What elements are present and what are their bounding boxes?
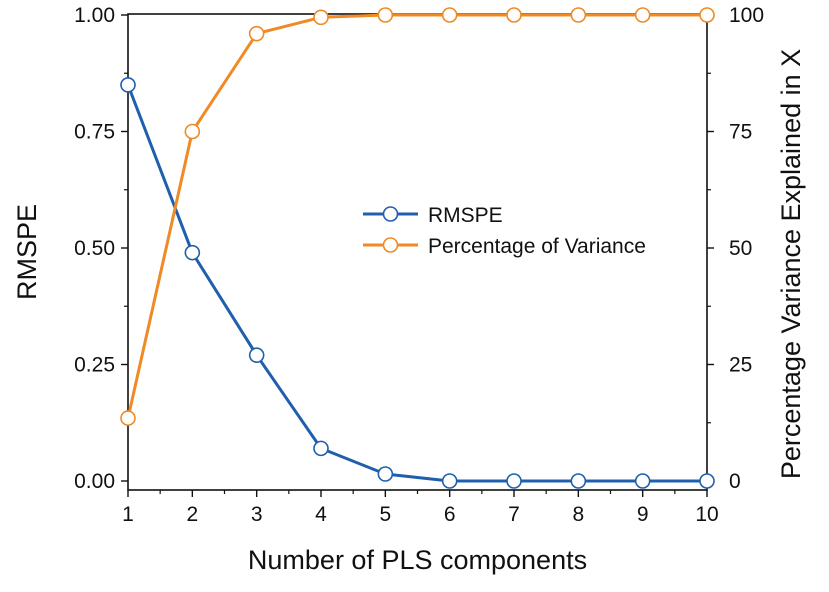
y2-tick-label: 25: [729, 354, 752, 377]
data-point-rmspe: [248, 347, 265, 363]
legend-marker-percentage-of-variance: [382, 237, 399, 253]
x-tick-label: 6: [444, 503, 456, 526]
series-line-percentage-of-variance: [126, 13, 707, 419]
data-point-rmspe: [506, 473, 522, 489]
x-tick-label: 10: [695, 503, 718, 526]
x-tick-label: 7: [508, 503, 520, 526]
data-point-percentage-of-variance: [506, 7, 522, 23]
y-tick-label: 0.25: [74, 354, 115, 377]
data-point-rmspe: [120, 77, 136, 93]
data-point-rmspe: [441, 473, 458, 489]
x-tick-label: 9: [637, 503, 649, 526]
data-point-percentage-of-variance: [184, 123, 201, 140]
y-axis-title: RMSPE: [12, 204, 42, 300]
y-tick-label: 0.75: [74, 121, 115, 144]
data-point-percentage-of-variance: [120, 410, 136, 426]
x-tick-label: 8: [572, 503, 584, 526]
series-line-rmspe: [126, 84, 707, 483]
data-point-percentage-of-variance: [699, 7, 715, 23]
data-point-rmspe: [184, 244, 201, 261]
x-axis-title: Number of PLS components: [248, 545, 587, 575]
data-point-percentage-of-variance: [377, 7, 394, 23]
y2-tick-label: 100: [729, 4, 764, 27]
x-tick-label: 2: [186, 503, 198, 526]
y-tick-label: 1.00: [74, 4, 115, 27]
data-point-percentage-of-variance: [313, 9, 329, 26]
x-tick-label: 1: [122, 503, 134, 526]
x-tick-label: 5: [379, 503, 391, 526]
data-point-rmspe: [634, 473, 651, 489]
data-point-rmspe: [313, 440, 329, 457]
legend-marker-rmspe: [382, 206, 399, 222]
legend-label-percentage-of-variance: Percentage of Variance: [428, 235, 646, 258]
data-point-rmspe: [699, 473, 715, 489]
y-tick-label: 0.00: [74, 470, 115, 493]
y2-tick-label: 0: [729, 470, 741, 493]
x-tick-label: 4: [315, 503, 327, 526]
y-tick-label: 0.50: [74, 237, 115, 260]
data-point-rmspe: [570, 473, 587, 489]
data-point-percentage-of-variance: [441, 7, 458, 23]
data-point-percentage-of-variance: [570, 7, 587, 23]
y2-tick-label: 50: [729, 237, 752, 260]
x-tick-label: 3: [251, 503, 263, 526]
data-point-rmspe: [377, 466, 394, 482]
y2-axis-title: Percentage Variance Explained in X: [776, 49, 806, 479]
data-point-percentage-of-variance: [248, 25, 265, 42]
data-point-percentage-of-variance: [634, 7, 651, 23]
legend-label-rmspe: RMSPE: [428, 204, 503, 227]
y2-tick-label: 75: [729, 121, 752, 144]
